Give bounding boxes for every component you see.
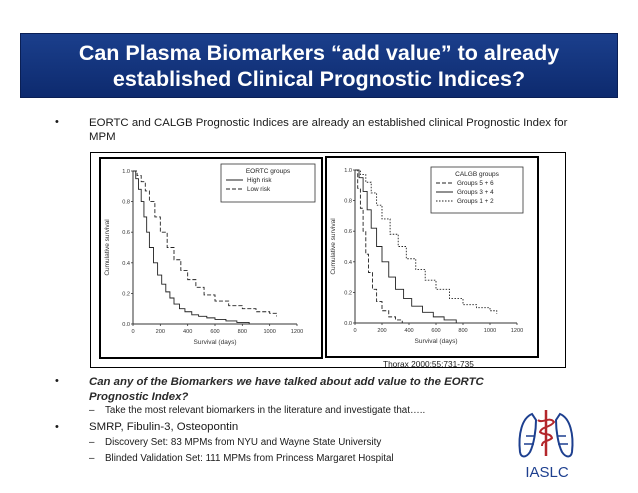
y-tick-label: 0.0 bbox=[122, 322, 130, 328]
x-tick-label: 1000 bbox=[484, 328, 496, 334]
title-bar: Can Plasma Biomarkers “add value” to alr… bbox=[20, 33, 618, 98]
dash-marker: – bbox=[89, 437, 95, 448]
iaslc-lungs-icon: IASLC bbox=[518, 410, 574, 481]
x-tick-label: 1200 bbox=[291, 329, 303, 335]
x-tick-label: 800 bbox=[458, 328, 467, 334]
x-tick-label: 400 bbox=[404, 328, 413, 334]
bullet-marker: • bbox=[55, 375, 59, 387]
iaslc-logo: IASLC bbox=[512, 406, 582, 486]
bullet-question: Can any of the Biomarkers we have talked… bbox=[89, 375, 559, 405]
series-line bbox=[133, 170, 277, 317]
y-tick-label: 0.4 bbox=[122, 261, 130, 267]
x-tick-label: 1200 bbox=[511, 328, 523, 334]
x-tick-label: 400 bbox=[183, 329, 192, 335]
x-tick-label: 600 bbox=[431, 328, 440, 334]
legend-label: High risk bbox=[247, 177, 272, 184]
title-line-1: Can Plasma Biomarkers “add value” to alr… bbox=[78, 41, 560, 65]
y-tick-label: 0.2 bbox=[344, 290, 352, 296]
y-tick-label: 1.0 bbox=[122, 169, 130, 175]
y-tick-label: 0.6 bbox=[344, 229, 352, 235]
y-tick-label: 0.0 bbox=[344, 321, 352, 327]
y-tick-label: 0.8 bbox=[344, 199, 352, 205]
y-axis-label: Cumulative survival bbox=[104, 219, 111, 276]
legend-label: Groups 1 + 2 bbox=[457, 198, 494, 205]
legend-box bbox=[430, 166, 524, 214]
question-line-1: Can any of the Biomarkers we have talked… bbox=[89, 376, 484, 388]
y-tick-label: 0.8 bbox=[122, 200, 130, 206]
citation: Thorax 2000;55:731-735 bbox=[383, 359, 474, 369]
title-line-2: established Clinical Prognostic Indices? bbox=[112, 67, 526, 91]
x-tick-label: 200 bbox=[156, 329, 165, 335]
legend-box bbox=[220, 163, 316, 203]
y-tick-label: 0.2 bbox=[122, 291, 130, 297]
series-line bbox=[133, 170, 250, 324]
x-tick-label: 1000 bbox=[263, 329, 275, 335]
sub-bullet-literature: Take the most relevant biomarkers in the… bbox=[105, 405, 426, 416]
bullet-biomarkers: SMRP, Fibulin-3, Osteopontin bbox=[89, 421, 239, 433]
series-line bbox=[355, 169, 403, 323]
sub-bullet-validation: Blinded Validation Set: 111 MPMs from Pr… bbox=[105, 453, 394, 464]
y-tick-label: 0.6 bbox=[122, 230, 130, 236]
slide-title: Can Plasma Biomarkers “add value” to alr… bbox=[21, 40, 617, 92]
series-line bbox=[355, 169, 457, 323]
x-tick-label: 600 bbox=[210, 329, 219, 335]
x-tick-label: 0 bbox=[131, 329, 134, 335]
bullet-marker: • bbox=[55, 116, 59, 128]
question-line-2: Prognostic Index? bbox=[89, 391, 189, 403]
dash-marker: – bbox=[89, 405, 95, 416]
x-axis-label: Survival (days) bbox=[194, 339, 237, 346]
y-tick-label: 1.0 bbox=[344, 168, 352, 174]
sub-bullet-discovery: Discovery Set: 83 MPMs from NYU and Wayn… bbox=[105, 437, 382, 448]
calgb-chart-panel: 0 200 400 600 800 1000 1200 0.0 0.2 0.4 0.6 0.8 1.0 S… bbox=[325, 156, 539, 358]
legend-label: Groups 3 + 4 bbox=[457, 189, 494, 196]
y-axis-label: Cumulative survival bbox=[330, 218, 337, 275]
legend-title: CALGB groups bbox=[455, 171, 499, 178]
x-tick-label: 200 bbox=[377, 328, 386, 334]
x-axis-label: Survival (days) bbox=[415, 338, 458, 345]
dash-marker: – bbox=[89, 453, 95, 464]
legend-title: EORTC groups bbox=[246, 168, 291, 175]
eortc-survival-chart: 0 200 400 600 800 1000 1200 0.0 0.2 0.4 0.6 0.8 1.0 S… bbox=[104, 163, 316, 346]
calgb-survival-chart: 0 200 400 600 800 1000 1200 0.0 0.2 0.4 0.6 0.8 1.0 S… bbox=[330, 166, 524, 345]
legend-label: Low risk bbox=[247, 186, 271, 193]
x-tick-label: 0 bbox=[353, 328, 356, 334]
y-tick-label: 0.4 bbox=[344, 260, 352, 266]
x-tick-label: 800 bbox=[238, 329, 247, 335]
logo-text: IASLC bbox=[525, 464, 569, 481]
figure-frame: 0 200 400 600 800 1000 1200 0.0 0.2 0.4 0.6 0.8 1.0 S… bbox=[90, 152, 566, 369]
eortc-chart-panel: 0 200 400 600 800 1000 1200 0.0 0.2 0.4 0.6 0.8 1.0 S… bbox=[99, 157, 323, 359]
legend-label: Groups 5 + 6 bbox=[457, 180, 494, 187]
bullet-marker: • bbox=[55, 421, 59, 433]
bullet-eortc-calgb: EORTC and CALGB Prognostic Indices are a… bbox=[89, 117, 568, 143]
